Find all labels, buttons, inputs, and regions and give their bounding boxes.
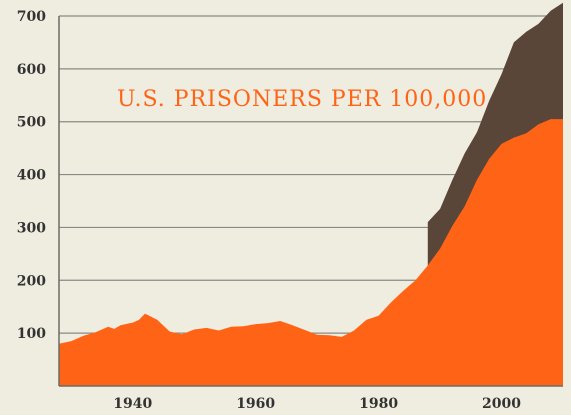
- x-tick-label-2000: 2000: [482, 396, 521, 412]
- chart-title: U.S. PRISONERS PER 100,000: [117, 87, 487, 112]
- y-tick-label-600: 600: [17, 62, 46, 78]
- y-tick-label-300: 300: [17, 220, 46, 236]
- y-tick-label-700: 700: [17, 9, 46, 25]
- grid-layer: [59, 15, 563, 334]
- y-tick-label-400: 400: [17, 168, 46, 184]
- lower-area: [59, 119, 563, 387]
- y-tick-label-500: 500: [17, 115, 46, 131]
- x-tick-label-1980: 1980: [359, 396, 398, 412]
- x-tick-label-1960: 1960: [236, 396, 275, 412]
- y-tick-labels: 100 200 300 400 500 600 700: [17, 9, 46, 342]
- x-tick-labels: 1940 1960 1980 2000: [113, 396, 521, 412]
- axes-layer: [58, 16, 563, 387]
- x-tick-label-1940: 1940: [113, 396, 152, 412]
- y-tick-label-100: 100: [17, 326, 46, 342]
- y-tick-label-200: 200: [17, 273, 46, 289]
